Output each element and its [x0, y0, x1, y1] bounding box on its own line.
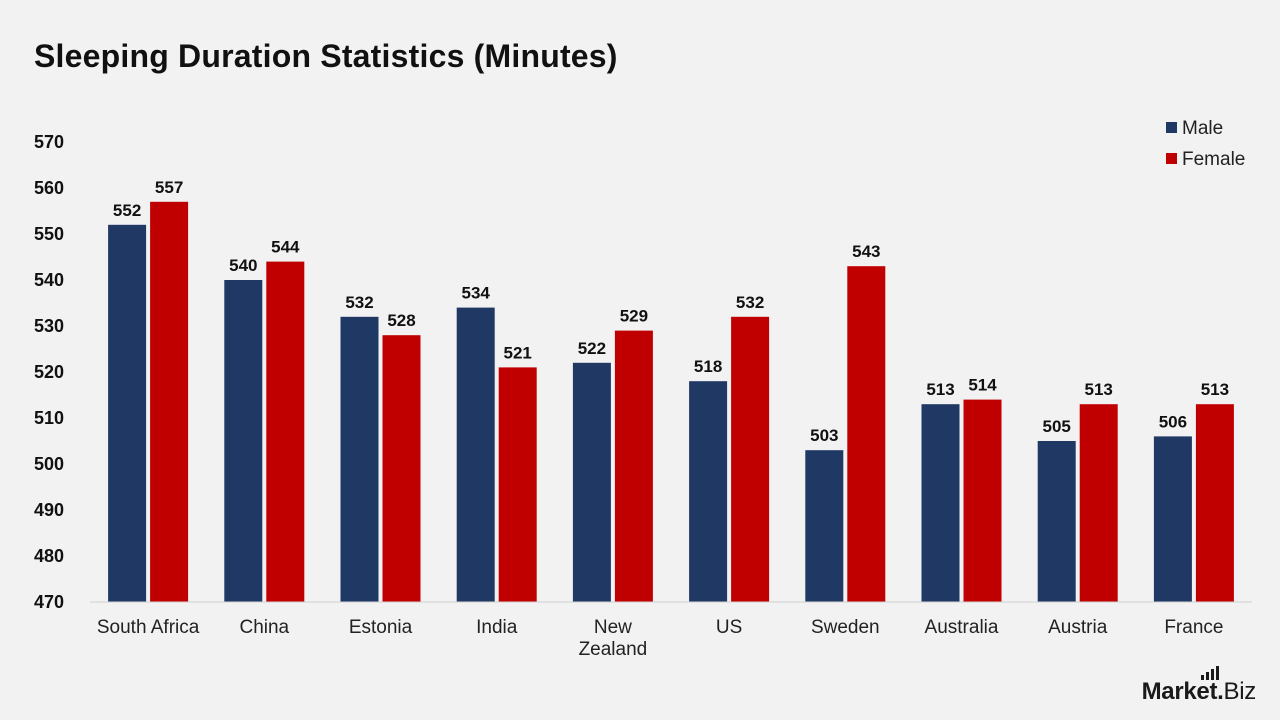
legend-swatch-female [1166, 153, 1177, 164]
x-tick-label: Zealand [579, 639, 648, 660]
legend-label-female: Female [1182, 149, 1245, 170]
y-tick-label: 570 [34, 132, 64, 152]
data-label-male: 505 [1043, 417, 1071, 436]
legend-label-male: Male [1182, 118, 1223, 139]
bar-male [1153, 436, 1192, 602]
bar-female [382, 335, 421, 602]
x-tick-label: India [476, 617, 518, 638]
y-tick-label: 520 [34, 362, 64, 382]
data-label-female: 514 [968, 376, 997, 395]
x-tick-label: China [239, 617, 289, 638]
page-title: Sleeping Duration Statistics (Minutes) [34, 38, 618, 74]
bar-female [963, 399, 1002, 602]
y-tick-label: 510 [34, 408, 64, 428]
legend-swatch-male [1166, 122, 1177, 133]
bar-chart-icon [1201, 666, 1220, 680]
bar-male [1037, 441, 1076, 602]
data-label-male: 518 [694, 357, 722, 376]
x-tick-label: Australia [925, 617, 999, 638]
data-label-male: 540 [229, 256, 257, 275]
bar-male [689, 381, 728, 602]
y-tick-label: 470 [34, 592, 64, 612]
data-label-female: 528 [387, 311, 415, 330]
bar-female [731, 316, 770, 602]
x-tick-label: Sweden [811, 617, 880, 638]
data-label-female: 513 [1085, 380, 1113, 399]
bar-female [614, 330, 653, 602]
data-label-male: 534 [462, 284, 491, 303]
data-label-female: 521 [504, 343, 532, 362]
bars: 552 557 540 544 532 528 534 521 522 529 518 532 503 5… [108, 178, 1234, 603]
data-label-male: 513 [926, 380, 954, 399]
bar-male [340, 316, 379, 602]
data-label-male: 532 [345, 293, 373, 312]
brand-logo: Market . Biz [1142, 666, 1257, 706]
bar-male [224, 280, 263, 602]
bar-male [572, 362, 611, 602]
x-tick-label: France [1164, 617, 1223, 638]
x-tick-label: South Africa [97, 617, 200, 638]
x-tick-label: US [716, 617, 742, 638]
data-label-female: 557 [155, 178, 183, 197]
y-tick-label: 490 [34, 500, 64, 520]
y-tick-label: 480 [34, 546, 64, 566]
data-label-male: 503 [810, 426, 838, 445]
data-label-male: 552 [113, 201, 141, 220]
data-label-female: 543 [852, 242, 880, 261]
bar-female [1195, 404, 1234, 602]
x-tick-label: Austria [1048, 617, 1108, 638]
data-label-female: 532 [736, 293, 764, 312]
bar-male [805, 450, 844, 602]
x-tick-label: Estonia [349, 617, 413, 638]
brand-suffix: Biz [1223, 678, 1257, 705]
bar-female [150, 201, 189, 603]
data-label-male: 522 [578, 339, 606, 358]
y-tick-label: 540 [34, 270, 64, 290]
data-label-male: 506 [1159, 412, 1187, 431]
bar-male [456, 307, 495, 602]
data-label-female: 529 [620, 307, 648, 326]
y-tick-label: 500 [34, 454, 64, 474]
x-tick-label: New [594, 617, 632, 638]
data-label-female: 544 [271, 238, 300, 257]
brand-name: Market [1142, 666, 1220, 706]
bar-female [266, 261, 305, 602]
legend: Male Female [1166, 118, 1245, 170]
y-tick-label: 550 [34, 224, 64, 244]
y-tick-label: 560 [34, 178, 64, 198]
y-tick-label: 530 [34, 316, 64, 336]
bar-male [108, 224, 147, 603]
bar-female [1079, 404, 1118, 602]
bar-female [498, 367, 537, 602]
y-axis: 570 560 550 540 530 520 510 500 490 480 470 [34, 132, 64, 612]
brand-dot: . [1217, 678, 1224, 705]
bar-male [921, 404, 960, 602]
bar-female [847, 266, 886, 602]
data-label-female: 513 [1201, 380, 1229, 399]
